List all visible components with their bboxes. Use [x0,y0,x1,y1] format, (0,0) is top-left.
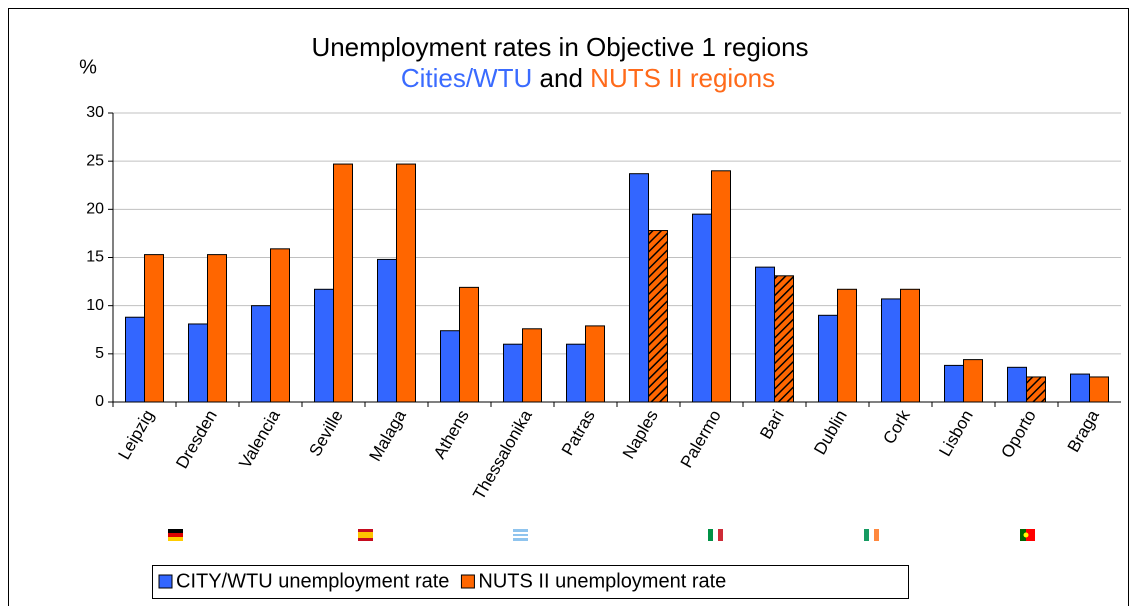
bar [522,328,542,403]
bar [1089,376,1109,403]
bar [818,314,838,403]
bar [566,343,586,403]
bar [125,316,145,403]
y-tick-label: 25 [86,152,104,169]
chart-border [8,8,1129,606]
bar [692,213,712,403]
legend-swatch [460,574,475,589]
legend-label: NUTS II unemployment rate [478,570,726,592]
bar [1026,376,1046,403]
bar [629,173,649,403]
bar [377,258,397,403]
y-tick-label: 10 [86,297,104,314]
bar [333,163,353,403]
subtitle-part: NUTS II regions [590,63,775,93]
y-tick-label: 15 [86,249,104,266]
bar [963,359,983,403]
flag-ireland [864,529,879,541]
y-tick-label: 0 [95,393,104,410]
chart-subtitle: Cities/WTU and NUTS II regions [401,63,775,93]
bar [944,364,964,403]
bar [270,248,290,403]
bar [881,298,901,403]
flag-germany [168,529,183,541]
bar [585,325,605,403]
bar [314,288,334,403]
flag-portugal [1020,529,1035,541]
bar [396,163,416,403]
bar [207,254,227,403]
bar [503,343,523,403]
flag-italy [708,529,723,541]
bar [1070,373,1090,403]
subtitle-part: Cities/WTU [401,63,532,93]
chart-title: Unemployment rates in Objective 1 region… [311,32,808,62]
bar [1007,366,1027,403]
bar [251,305,271,403]
legend-box [152,565,909,599]
bar [711,170,731,403]
bar [837,288,857,403]
bar [774,275,794,403]
flag-spain [358,529,373,541]
bar [188,323,208,403]
bar [440,330,460,403]
bar [144,254,164,403]
subtitle-part: and [540,63,583,93]
y-tick-label: 30 [86,104,104,121]
legend-swatch [158,574,173,589]
flag-greece [513,529,528,541]
legend-label: CITY/WTU unemployment rate [176,570,449,592]
bar [900,288,920,403]
y-tick-label: 5 [95,345,104,362]
flags [168,529,1035,541]
y-tick-label: 20 [86,201,104,218]
y-axis-label: % [79,56,97,78]
bar [755,266,775,403]
bar [459,286,479,403]
bar [648,230,668,403]
